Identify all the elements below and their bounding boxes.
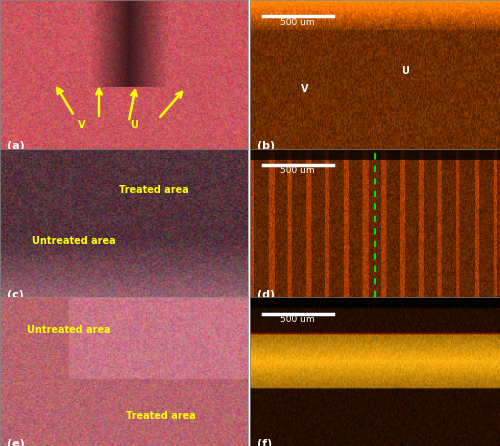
Text: U: U: [130, 120, 138, 130]
Text: (e): (e): [8, 438, 25, 446]
Text: (c): (c): [8, 290, 24, 300]
Text: 500 um: 500 um: [280, 166, 315, 175]
Text: (a): (a): [8, 141, 25, 151]
Text: Treated area: Treated area: [118, 185, 188, 195]
Text: 500 um: 500 um: [280, 18, 315, 27]
Text: Untreated area: Untreated area: [28, 325, 111, 335]
Text: Treated area: Treated area: [126, 411, 196, 421]
Text: V: V: [78, 120, 86, 130]
Text: U: U: [401, 66, 409, 76]
Text: V: V: [301, 84, 309, 94]
Text: (b): (b): [258, 141, 276, 151]
Text: 500 um: 500 um: [280, 315, 315, 324]
Text: (d): (d): [258, 290, 276, 300]
Text: Untreated area: Untreated area: [32, 236, 116, 246]
Text: (f): (f): [258, 438, 273, 446]
